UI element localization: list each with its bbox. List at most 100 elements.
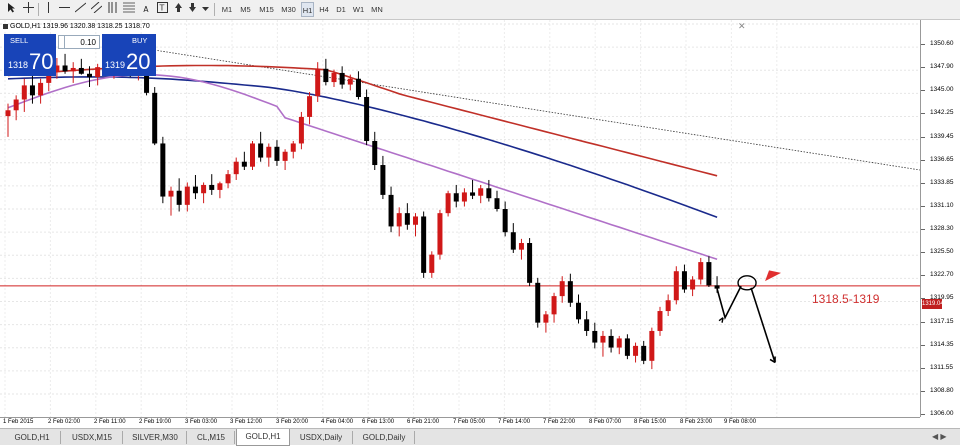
price-tick	[921, 298, 925, 300]
sell-button[interactable]: SELL 1318 70	[4, 34, 56, 76]
price-tick	[921, 205, 925, 207]
candle-body	[152, 92, 158, 144]
candle-body	[13, 99, 19, 111]
candle-body	[307, 96, 313, 117]
price-label: 1325.50	[930, 248, 954, 256]
timeframe-m5[interactable]: M5	[240, 5, 251, 14]
candle-body	[266, 146, 272, 158]
chevron-down-icon[interactable]	[200, 2, 210, 17]
price-tick	[921, 136, 925, 138]
candle-body	[404, 213, 410, 225]
ma-blue-line	[7, 76, 718, 219]
candle-body	[453, 193, 459, 202]
chart-tab-1[interactable]: USDX,M15	[62, 431, 123, 444]
lot-spinner-icon[interactable]	[58, 35, 65, 49]
arrow-head-icon	[718, 317, 724, 323]
symbol-menu-icon[interactable]	[3, 23, 8, 29]
chart-toolbar: A T M1 M5 M15 M30 H1 H4 D1 W1 MN	[0, 0, 960, 20]
timeframe-h4[interactable]: H4	[319, 5, 329, 14]
time-label: 3 Feb 03:00	[185, 419, 218, 425]
candle-body	[486, 188, 492, 199]
arrow-down-icon[interactable]	[186, 2, 198, 17]
candle-body	[372, 140, 378, 166]
cycle-lines-icon[interactable]	[106, 2, 118, 17]
timeframe-m30[interactable]: M30	[281, 5, 296, 14]
candle-body	[87, 73, 92, 78]
candle-body	[616, 338, 622, 348]
price-tick	[921, 182, 925, 184]
fibonacci-icon[interactable]	[122, 2, 136, 17]
tab-scroll-icon[interactable]: ◀ ▶	[932, 432, 947, 441]
crosshair-icon[interactable]	[21, 2, 35, 17]
candle-body	[233, 161, 239, 175]
close-icon[interactable]: ✕	[738, 21, 746, 31]
timeframe-mn[interactable]: MN	[371, 5, 383, 14]
candle-body	[298, 116, 304, 144]
sell-price-pips: 70	[29, 49, 54, 74]
time-label: 3 Feb 20:00	[276, 419, 309, 425]
arrow-up-icon[interactable]	[172, 2, 184, 17]
buy-button[interactable]: BUY 1319 20	[102, 34, 156, 76]
time-label: 1 Feb 2015	[3, 419, 34, 425]
timeframe-h1[interactable]: H1	[301, 2, 314, 17]
candle-body	[681, 271, 687, 290]
price-chart[interactable]	[0, 20, 921, 417]
candle-body	[690, 279, 696, 290]
timeframe-w1[interactable]: W1	[352, 5, 365, 14]
candle-body	[518, 243, 524, 250]
svg-text:T: T	[158, 4, 164, 13]
chart-tab-2[interactable]: SILVER,M30	[124, 431, 187, 444]
chart-tab-6[interactable]: GOLD,Daily	[354, 431, 415, 444]
candle-body	[421, 216, 427, 273]
candle-body	[38, 82, 44, 96]
toolbar-separator	[38, 3, 39, 16]
price-label: 1339.45	[930, 132, 954, 140]
candle-body	[347, 78, 353, 85]
price-tick	[921, 44, 925, 45]
candle-body	[388, 194, 394, 227]
price-tick	[921, 252, 925, 254]
chart-tab-5[interactable]: USDX,Daily	[290, 431, 353, 444]
price-tick	[921, 321, 925, 323]
time-label: 2 Feb 02:00	[48, 419, 81, 425]
candle-body	[225, 174, 231, 184]
time-label: 9 Feb 08:00	[724, 419, 757, 425]
horizontal-line-icon[interactable]	[58, 2, 70, 17]
candle-body	[95, 67, 101, 78]
time-label: 7 Feb 14:00	[498, 419, 531, 425]
candle-body	[70, 67, 76, 72]
candle-body	[510, 232, 516, 250]
candle-body	[339, 72, 345, 85]
candle-body	[706, 262, 712, 286]
chart-tab-4[interactable]: GOLD,H1	[236, 429, 290, 446]
candle-body	[176, 190, 182, 205]
price-label: 1322.70	[930, 271, 954, 279]
chart-tab-0[interactable]: GOLD,H1	[4, 431, 61, 444]
candle-body	[241, 161, 247, 167]
timeframe-m15[interactable]: M15	[259, 5, 274, 14]
candle-body	[168, 190, 174, 197]
symbol-info: GOLD,H1 1319.96 1320.38 1318.25 1318.70	[3, 23, 150, 30]
price-label: 1308.80	[930, 386, 954, 394]
lot-size-input[interactable]: 0.10	[58, 35, 100, 49]
price-label: 1319.95	[930, 294, 954, 302]
timeframe-m1[interactable]: M1	[221, 5, 233, 14]
vertical-line-icon[interactable]	[42, 2, 54, 17]
candle-body	[608, 335, 614, 348]
price-tick	[921, 67, 925, 69]
time-label: 2 Feb 11:00	[94, 419, 126, 425]
timeframe-d1[interactable]: D1	[336, 5, 346, 14]
chart-tab-3[interactable]: CL,M15	[188, 431, 235, 444]
text-label-icon[interactable]: T	[156, 2, 168, 17]
time-axis[interactable]: 1 Feb 2015 2 Feb 02:00 2 Feb 11:00 2 Feb 19…	[0, 417, 920, 428]
candle-body	[331, 72, 337, 83]
candle-body	[584, 319, 590, 331]
text-tool-icon[interactable]: A	[143, 5, 149, 14]
candle-body	[559, 281, 565, 297]
trendline-icon[interactable]	[74, 2, 86, 17]
sell-label: SELL	[10, 36, 29, 45]
cursor-icon[interactable]	[5, 2, 17, 17]
price-label: 1336.65	[930, 155, 954, 163]
price-axis[interactable]: 1350.60 1347.90 1345.00 1342.25 1339.45 1336.…	[920, 20, 960, 417]
channel-icon[interactable]	[90, 1, 102, 17]
